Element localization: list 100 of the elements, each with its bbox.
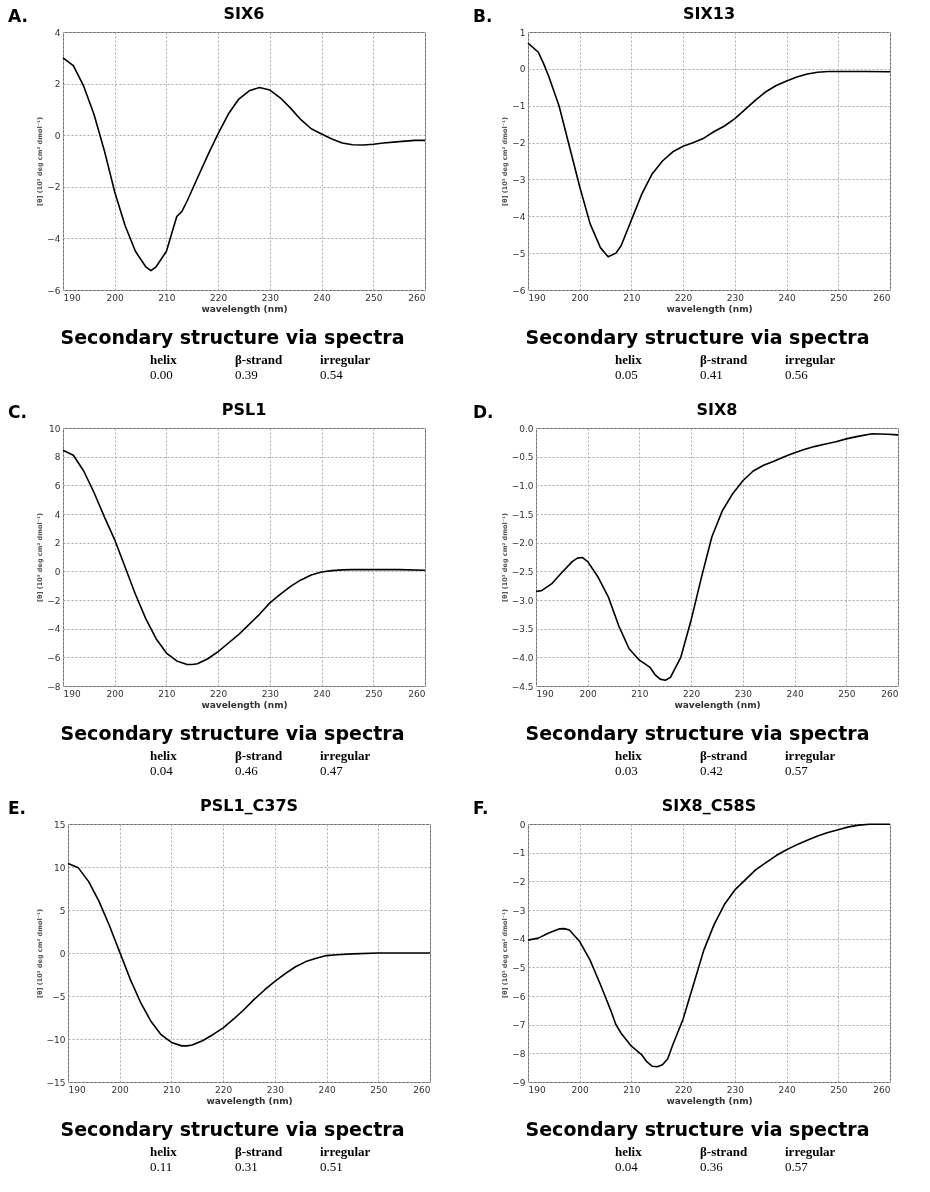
x-tick-label: 200 [106,688,125,699]
text: 0.57 [785,1159,809,1174]
x-tick-label: 190 [63,292,81,303]
y-tick-label: −4 [512,934,526,945]
y-tick-label: −8 [512,1048,526,1059]
x-tick-label: 250 [370,1084,388,1095]
text: β-strand [235,748,284,763]
x-tick-label: 200 [106,292,125,303]
x-tick-label: 190 [528,1084,546,1095]
text: 0.42 [700,763,724,778]
x-tick-label: 230 [734,688,753,699]
text: 0.11 [150,1159,174,1174]
y-tick-label: 4 [54,509,61,520]
x-axis-title: wavelength (nm) [666,303,753,314]
y-tick-label: 15 [54,819,66,830]
text: E. [8,798,27,818]
y-tick-label: −4 [47,233,61,244]
y-tick-label: −2 [47,182,61,193]
text: β-strand [700,352,749,367]
text: 0.46 [235,763,259,778]
chart-title: SIX8_C58S [661,796,757,815]
x-axis-title: wavelength (nm) [201,303,288,314]
x-tick-label: 220 [675,1084,693,1095]
x-tick-label: 220 [683,688,701,699]
text: β-strand [700,748,749,763]
text: Secondary structure via spectra [524,326,871,348]
y-tick-label: −2 [512,138,526,149]
line-series [62,57,426,272]
y-tick-label: 10 [49,423,61,434]
text: irregular [320,748,372,763]
y-tick-label: 0 [54,130,61,141]
x-tick-label: 220 [215,1084,233,1095]
text: helix [615,1144,643,1159]
x-axis-title: wavelength (nm) [201,699,288,710]
chart-title: PSL1 [221,400,267,419]
text: 0.05 [615,367,639,382]
y-tick-label: 4 [54,27,61,38]
text: 0.00 [150,367,174,382]
y-tick-label: 0 [519,64,526,75]
text: helix [615,352,643,367]
y-tick-label: −0.5 [511,452,534,463]
text: irregular [785,1144,837,1159]
y-tick-label: −6 [512,285,526,296]
y-tick-label: 2 [54,538,61,549]
y-tick-label: −6 [47,652,61,663]
x-tick-label: 200 [571,1084,590,1095]
y-tick-label: 0 [519,819,526,830]
x-tick-label: 200 [111,1084,130,1095]
text: Secondary structure via spectra [59,326,406,348]
x-tick-label: 190 [63,688,81,699]
text: 0.51 [320,1159,344,1174]
x-axis-title: wavelength (nm) [666,1095,753,1106]
text: B. [473,6,493,26]
x-tick-label: 210 [158,688,176,699]
x-tick-label: 240 [786,688,804,699]
y-tick-label: −4 [512,211,526,222]
y-tick-label: −2.5 [511,566,534,577]
y-tick-label: 8 [54,452,61,463]
y-tick-label: 0.0 [519,423,534,434]
x-tick-label: 240 [313,688,331,699]
y-tick-label: −2 [47,595,61,606]
text: 0.39 [235,367,259,382]
x-tick-label: 210 [631,688,649,699]
text: helix [150,1144,178,1159]
text: helix [150,748,178,763]
line-series [67,862,431,1047]
text: 0.31 [235,1159,259,1174]
x-tick-label: 260 [881,688,899,699]
y-tick-label: −1.0 [511,480,534,491]
y-tick-label: −4 [47,624,61,635]
y-tick-label: −6 [47,285,61,296]
x-tick-label: 250 [365,292,383,303]
x-tick-label: 190 [528,292,546,303]
text: β-strand [235,1144,284,1159]
text: 0.03 [615,763,639,778]
text: Secondary structure via spectra [59,722,406,744]
x-tick-label: 210 [623,292,641,303]
text: Secondary structure via spectra [59,1118,406,1140]
text: A. [8,6,28,26]
x-tick-label: 230 [261,688,280,699]
chart-title: PSL1_C37S [199,796,299,815]
chart-title: SIX13 [682,4,736,23]
chart-title: SIX6 [223,4,265,23]
x-tick-label: 220 [210,688,228,699]
y-tick-label: −5 [512,962,526,973]
x-tick-label: 250 [830,292,848,303]
x-tick-label: 260 [408,688,426,699]
x-tick-label: 260 [873,292,891,303]
x-axis-title: wavelength (nm) [206,1095,293,1106]
x-tick-label: 240 [778,1084,796,1095]
y-tick-label: −1.5 [511,509,534,520]
x-tick-label: 250 [365,688,383,699]
text: Secondary structure via spectra [524,1118,871,1140]
y-tick-label: −7 [512,1020,526,1031]
y-tick-label: −5 [52,991,66,1002]
x-tick-label: 220 [675,292,693,303]
text: helix [150,352,178,367]
x-tick-label: 250 [838,688,856,699]
y-tick-label: 1 [519,27,526,38]
text: Secondary structure via spectra [524,722,871,744]
